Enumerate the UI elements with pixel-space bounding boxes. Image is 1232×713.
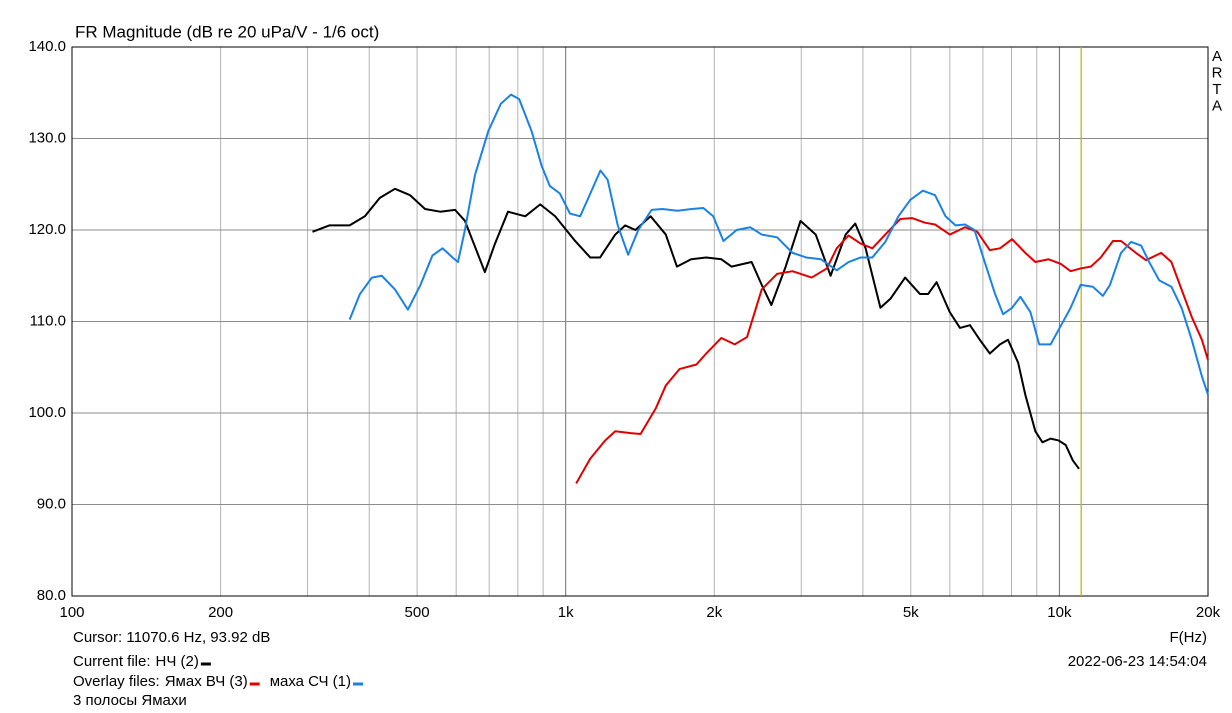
y-tick-label: 140.0 [28, 38, 66, 55]
series-line [312, 187, 1080, 470]
legend-label: Current file: [73, 653, 151, 670]
chart-title: FR Magnitude (dB re 20 uPa/V - 1/6 oct) [75, 22, 379, 41]
legend-entry: маха СЧ (1) [270, 673, 351, 690]
x-tick-label: 10k [1047, 604, 1072, 621]
legend-entry: Ямах ВЧ (3) [165, 673, 248, 690]
x-tick-label: 500 [405, 604, 430, 621]
x-tick-label: 1k [558, 604, 574, 621]
legend-label: Overlay files: [73, 673, 160, 690]
y-tick-label: 100.0 [28, 404, 66, 421]
cursor-readout: Cursor: 11070.6 Hz, 93.92 dB [73, 629, 270, 646]
x-tick-label: 20k [1196, 604, 1221, 621]
y-tick-label: 80.0 [37, 587, 66, 604]
y-tick-label: 110.0 [30, 312, 66, 329]
y-tick-label: 130.0 [28, 129, 66, 146]
series-line [575, 217, 1209, 484]
x-tick-label: 200 [208, 604, 233, 621]
x-tick-label: 2k [706, 604, 722, 621]
legend-entry: НЧ (2) [156, 653, 199, 670]
series-line [348, 93, 1209, 396]
timestamp: 2022-06-23 14:54:04 [1068, 653, 1207, 670]
x-tick-label: 5k [903, 604, 919, 621]
y-tick-label: 90.0 [37, 495, 66, 512]
x-tick-label: 100 [59, 604, 84, 621]
x-axis-label: F(Hz) [1170, 629, 1208, 646]
plot-frame [71, 46, 1209, 597]
note: 3 полосы Ямахи [73, 692, 187, 709]
y-tick-label: 120.0 [28, 221, 66, 238]
